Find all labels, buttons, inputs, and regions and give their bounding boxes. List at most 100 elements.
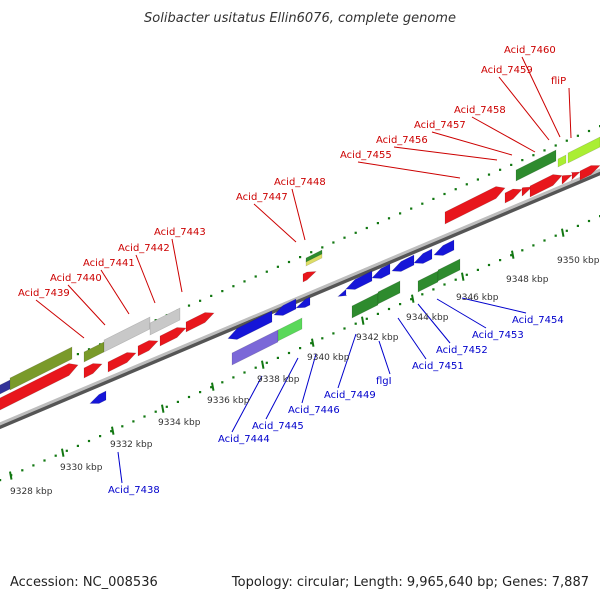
ruler-tick-label: 9344 kbp [406, 313, 449, 323]
ruler-dot [76, 444, 79, 447]
ruler-major-tick [311, 338, 315, 347]
ruler-dot [199, 391, 202, 394]
ruler-dot [499, 259, 502, 262]
label-leader-line [397, 317, 427, 360]
gene-label-forward[interactable]: Acid_7439 [18, 288, 70, 299]
ruler-dot [43, 459, 46, 462]
ruler-dot [54, 454, 57, 457]
ruler-dot [354, 231, 357, 234]
gene-label-forward[interactable]: Acid_7460 [504, 45, 556, 56]
gene-feature [570, 171, 581, 181]
gene-feature [159, 327, 187, 347]
ruler-dot [187, 395, 191, 399]
ruler-dot [76, 353, 79, 356]
gene-label-forward[interactable]: Acid_7443 [154, 227, 206, 238]
ruler-dot [165, 405, 168, 408]
gene-feature [337, 288, 348, 297]
ruler-dot [421, 202, 424, 205]
gene-feature [515, 149, 557, 182]
ruler-dot [287, 351, 291, 355]
gene-label-forward[interactable]: Acid_7441 [83, 258, 135, 269]
gene-label-reverse[interactable]: Acid_7452 [436, 345, 488, 356]
backbone-shadow [0, 168, 600, 430]
gene-label-reverse[interactable]: Acid_7446 [288, 405, 340, 416]
gene-feature [277, 317, 303, 342]
label-leader-line [521, 56, 561, 138]
gene-feature [185, 312, 215, 333]
ruler-dot [310, 342, 313, 345]
gene-feature [561, 174, 573, 185]
ruler-dot [321, 246, 324, 249]
gene-label-forward[interactable]: Acid_7447 [236, 192, 288, 203]
ruler-tick-label: 9328 kbp [10, 487, 53, 497]
ruler-dot [243, 371, 246, 374]
ruler-major-tick [211, 382, 215, 391]
gene-label-forward[interactable]: Acid_7455 [340, 150, 392, 161]
ruler-dot [432, 288, 435, 291]
ruler-dot [199, 299, 202, 302]
gene-feature [433, 239, 455, 256]
gene-feature [149, 307, 181, 336]
ruler-dot [576, 134, 579, 137]
ruler-dot [265, 361, 268, 364]
ruler-dot [476, 268, 479, 271]
ruler-dot [554, 234, 557, 237]
ruler-tick-label: 9350 kbp [557, 256, 600, 266]
gene-label-reverse[interactable]: Acid_7454 [512, 315, 564, 326]
ruler-dot [432, 197, 435, 200]
gene-label-reverse[interactable]: flgI [376, 376, 392, 387]
ruler-dot [143, 415, 146, 418]
gene-feature [89, 390, 107, 404]
ruler-dot [565, 139, 568, 142]
gene-label-forward[interactable]: Acid_7459 [481, 65, 533, 76]
ruler-dot [410, 298, 413, 301]
ruler-dot [410, 207, 413, 210]
gene-label-forward[interactable]: Acid_7458 [454, 105, 506, 116]
gene-feature [351, 292, 379, 319]
ruler-dot [543, 239, 546, 242]
ruler-dot [354, 322, 357, 325]
label-leader-line [35, 299, 85, 339]
gene-label-reverse[interactable]: Acid_7453 [472, 330, 524, 341]
ruler-dot [254, 366, 257, 369]
gene-label-forward[interactable]: fliP [551, 76, 566, 87]
ruler-major-tick [61, 448, 65, 457]
ruler-dot [365, 226, 368, 230]
label-leader-line [393, 146, 498, 161]
gene-label-forward[interactable]: Acid_7442 [118, 243, 170, 254]
label-leader-line [291, 188, 306, 241]
ruler-dot [87, 439, 91, 443]
gene-label-reverse[interactable]: Acid_7445 [252, 421, 304, 432]
gene-label-forward[interactable]: Acid_7457 [414, 120, 466, 131]
ruler-dot [532, 244, 535, 247]
ruler-dot [299, 256, 302, 259]
gene-label-reverse[interactable]: Acid_7444 [218, 434, 270, 445]
label-leader-line [253, 203, 297, 243]
ruler-dot [587, 219, 591, 223]
ruler-dot [487, 263, 491, 267]
ruler-major-tick [461, 272, 465, 281]
gene-feature [413, 248, 433, 264]
ruler-dot [365, 317, 368, 320]
gene-feature [557, 154, 567, 168]
ruler-dot [276, 265, 279, 268]
ruler-tick-label: 9346 kbp [456, 293, 499, 303]
ruler-major-tick [261, 360, 265, 369]
gene-label-reverse[interactable]: Acid_7451 [412, 361, 464, 372]
ruler-major-tick [561, 228, 565, 237]
ruler-dot [554, 144, 557, 147]
gene-feature [567, 136, 600, 164]
ruler-dot [21, 469, 24, 472]
ruler-tick-label: 9342 kbp [356, 333, 399, 343]
gene-label-forward[interactable]: Acid_7440 [50, 273, 102, 284]
gene-feature [529, 174, 563, 198]
gene-label-reverse[interactable]: Acid_7449 [324, 390, 376, 401]
ruler-dot [454, 188, 457, 191]
backbone-line [0, 168, 600, 426]
ruler-dot [110, 430, 113, 433]
gene-feature [295, 296, 311, 309]
gene-feature [437, 258, 461, 282]
gene-label-forward[interactable]: Acid_7448 [274, 177, 326, 188]
gene-label-reverse[interactable]: Acid_7438 [108, 485, 160, 496]
gene-label-forward[interactable]: Acid_7456 [376, 135, 428, 146]
